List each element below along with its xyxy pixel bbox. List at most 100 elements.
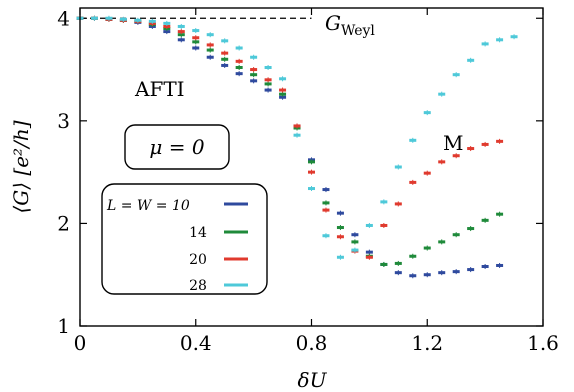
phase-label-m: M (443, 131, 463, 155)
data-point (250, 72, 258, 78)
weyl-reference-label: GWeyl (325, 11, 375, 39)
legend: L = W = 10 14 20 28 (101, 183, 268, 295)
data-point (452, 153, 460, 159)
data-point (496, 138, 504, 144)
data-point (438, 270, 446, 276)
data-point (481, 264, 489, 270)
data-point (264, 64, 272, 70)
data-point (467, 226, 475, 232)
data-point (409, 137, 417, 143)
data-point (322, 233, 330, 239)
data-point (206, 32, 214, 38)
data-point (235, 45, 243, 51)
data-point (293, 123, 301, 129)
data-point (322, 200, 330, 206)
data-point (322, 187, 330, 193)
data-point (192, 35, 200, 41)
weyl-label-subscript: Weyl (341, 23, 375, 39)
data-point (394, 164, 402, 170)
data-point (192, 28, 200, 34)
data-point (380, 199, 388, 205)
data-point (279, 87, 287, 93)
data-point (192, 45, 200, 51)
phase-label-afti: AFTI (134, 77, 185, 101)
data-point (467, 57, 475, 63)
data-point (336, 234, 344, 240)
data-point (119, 16, 127, 22)
data-point (206, 42, 214, 48)
data-point (452, 232, 460, 238)
x-tick-label: 1.2 (411, 331, 443, 355)
plot-frame (79, 7, 544, 327)
data-point (264, 77, 272, 83)
y-tick-label: 3 (57, 109, 70, 133)
data-point (308, 169, 315, 175)
y-tick-label: 2 (57, 211, 70, 235)
data-point (467, 267, 475, 273)
legend-header: L = W = 10 (106, 198, 190, 214)
x-axis-label: δU (298, 368, 328, 392)
data-point (409, 253, 417, 259)
data-point (481, 141, 489, 147)
data-point (221, 38, 229, 44)
data-point (250, 78, 258, 84)
data-point (308, 159, 315, 165)
data-point (423, 245, 431, 251)
y-tick-label: 1 (57, 314, 70, 338)
data-point (481, 41, 489, 47)
weyl-label-main: G (325, 11, 341, 35)
data-point (177, 23, 185, 29)
data-point (394, 201, 402, 207)
data-point (452, 269, 460, 275)
data-point (380, 222, 388, 228)
data-point (308, 186, 315, 192)
data-point (250, 67, 258, 73)
data-point (496, 37, 504, 43)
data-point (496, 262, 504, 268)
data-point (206, 54, 214, 60)
mu-box-frame (124, 124, 230, 170)
data-point (365, 222, 373, 228)
data-point (438, 91, 446, 97)
data-point (351, 232, 359, 238)
data-point (409, 179, 417, 185)
reference-line-group: GWeyl (80, 11, 375, 39)
data-point (177, 29, 185, 35)
legend-entry-label: 20 (189, 252, 207, 268)
data-point (206, 47, 214, 53)
x-tick-label: 0 (74, 331, 87, 355)
data-point (336, 210, 344, 216)
data-point (423, 110, 431, 116)
data-point (134, 17, 142, 23)
data-point (90, 15, 98, 21)
x-tick-label: 1.6 (527, 331, 559, 355)
data-point (235, 58, 243, 64)
legend-entry-label: 14 (189, 225, 207, 241)
data-point (221, 56, 229, 62)
x-tick-label: 0.8 (296, 331, 328, 355)
data-point (438, 159, 446, 165)
data-point (409, 273, 417, 279)
data-point (351, 239, 359, 245)
mu-box-label: μ = 0 (149, 135, 204, 159)
data-point (336, 225, 344, 231)
data-point (148, 18, 156, 24)
data-point (423, 272, 431, 278)
data-point (365, 254, 373, 260)
data-point (221, 50, 229, 56)
data-points (76, 15, 518, 279)
data-point (235, 64, 243, 70)
data-point (380, 261, 388, 267)
data-point (467, 146, 475, 152)
data-point (322, 207, 330, 213)
data-point (496, 211, 504, 217)
data-point (163, 20, 171, 26)
data-point (279, 76, 287, 82)
data-point (177, 37, 185, 43)
legend-entry-label: 28 (189, 278, 207, 294)
data-point (510, 34, 518, 40)
data-point (264, 87, 272, 93)
data-point (438, 239, 446, 245)
data-point (221, 62, 229, 68)
